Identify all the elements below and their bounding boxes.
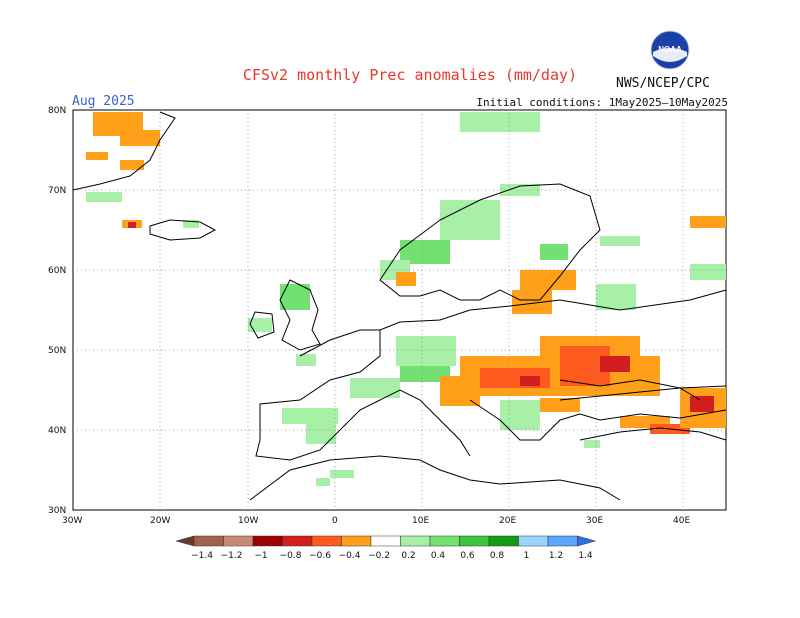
- anomaly-wet: [306, 424, 336, 444]
- coastlines: [72, 111, 727, 501]
- colorbar-swatch: [252, 535, 283, 547]
- lat-tick: 50N: [48, 346, 66, 356]
- anomaly-wet: [584, 440, 600, 448]
- colorbar-label: −1: [254, 551, 267, 561]
- colorbar-swatch: [459, 535, 490, 547]
- anomaly-wet: [396, 336, 456, 366]
- anomaly-dry: [128, 222, 136, 228]
- lon-tick: 40E: [673, 516, 690, 526]
- colorbar: −1.4 −1.2 −1 −0.8 −0.6 −0.4 −0.2 0.2 0.4 0.6 0.8 1 1…: [175, 535, 597, 561]
- anomaly-dry: [600, 356, 630, 372]
- anomaly-wet: [400, 366, 450, 382]
- colorbar-label: −1.4: [191, 551, 213, 561]
- anomaly-wet: [500, 400, 540, 430]
- anomaly-wet: [280, 284, 310, 310]
- anomaly-wet: [350, 378, 400, 398]
- colorbar-label: −0.8: [280, 551, 302, 561]
- anomaly-dry: [440, 376, 480, 406]
- anomaly-wet: [296, 354, 316, 366]
- anomaly-wet: [500, 184, 540, 196]
- colorbar-swatch: [341, 535, 372, 547]
- colorbar-left-arrow: [175, 535, 195, 547]
- colorbar-label: 0.6: [460, 551, 475, 561]
- anomaly-wet: [183, 220, 199, 228]
- colorbar-label: −0.4: [339, 551, 361, 561]
- forecast-month: Aug 2025: [72, 94, 135, 109]
- colorbar-swatch: [370, 535, 401, 547]
- colorbar-swatch: [518, 535, 549, 547]
- colorbar-label: −0.2: [368, 551, 390, 561]
- lat-tick: 60N: [48, 266, 66, 276]
- lat-tick: 30N: [48, 506, 66, 516]
- lon-tick-labels: 30W 20W 10W 0 10E 20E 30E 40E: [62, 516, 690, 526]
- anomaly-wet: [330, 470, 354, 478]
- colorbar-swatch: [400, 535, 431, 547]
- colorbar-swatch: [193, 535, 224, 547]
- colorbar-swatch: [488, 535, 519, 547]
- colorbar-label: 0.2: [401, 551, 415, 561]
- organization-label: NWS/NCEP/CPC: [616, 76, 710, 91]
- anomaly-wet: [282, 408, 338, 424]
- colorbar-label: 1.4: [578, 551, 593, 561]
- anomaly-wet: [440, 200, 500, 240]
- colorbar-label: 1: [524, 551, 530, 561]
- anomaly-dry: [540, 398, 580, 412]
- anomaly-wet: [248, 318, 272, 332]
- anomaly-wet: [460, 112, 540, 132]
- colorbar-swatch: [547, 535, 578, 547]
- colorbar-right-arrow: [577, 535, 597, 547]
- anomaly-dry: [396, 272, 416, 286]
- lon-tick: 30W: [62, 516, 82, 526]
- lon-tick: 20E: [499, 516, 516, 526]
- colorbar-label: 0.4: [431, 551, 446, 561]
- lon-tick: 10E: [412, 516, 429, 526]
- initial-conditions: Initial conditions: 1May2025–10May2025: [476, 96, 728, 109]
- graticule: [73, 110, 726, 510]
- map-title: CFSv2 monthly Prec anomalies (mm/day): [242, 66, 578, 84]
- colorbar-swatch: [311, 535, 342, 547]
- anomaly-wet: [690, 264, 726, 280]
- anomaly-dry: [690, 396, 714, 412]
- anomaly-wet: [316, 478, 330, 486]
- lat-tick-labels: 80N 70N 60N 50N 40N 30N: [48, 106, 66, 516]
- colorbar-swatch: [282, 535, 313, 547]
- lon-tick: 10W: [238, 516, 258, 526]
- anomaly-wet: [540, 244, 568, 260]
- lat-tick: 80N: [48, 106, 66, 116]
- anomaly-dry: [520, 270, 576, 290]
- anomaly-wet: [596, 284, 636, 310]
- colorbar-label: 1.2: [549, 551, 563, 561]
- anomaly-wet: [600, 236, 640, 246]
- colorbar-swatch: [223, 535, 254, 547]
- anomaly-dry: [520, 376, 540, 386]
- anomaly-dry: [86, 152, 108, 160]
- lon-tick: 30E: [586, 516, 603, 526]
- anomaly-dry: [120, 130, 160, 146]
- anomaly-dry: [690, 216, 726, 228]
- lat-tick: 70N: [48, 186, 66, 196]
- lat-tick: 40N: [48, 426, 66, 436]
- noaa-logo: NOAA: [650, 30, 690, 70]
- lon-tick: 0: [332, 516, 338, 526]
- lon-tick: 20W: [150, 516, 170, 526]
- colorbar-label: 0.8: [490, 551, 505, 561]
- anomaly-patches: [86, 112, 726, 486]
- anomaly-wet: [86, 192, 122, 202]
- logo-text: NOAA: [658, 45, 682, 54]
- colorbar-swatch: [429, 535, 460, 547]
- anomaly-dry: [120, 160, 144, 170]
- colorbar-label: −1.2: [221, 551, 243, 561]
- colorbar-label: −0.6: [309, 551, 331, 561]
